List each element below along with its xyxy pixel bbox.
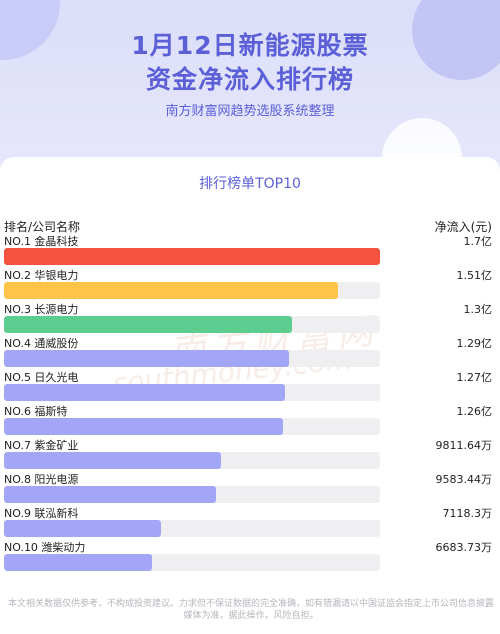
bar-value-label: 9583.44万: [435, 473, 493, 486]
bar-label: NO.7 紫金矿业: [4, 439, 79, 452]
bar-label: NO.10 潍柴动力: [4, 541, 86, 554]
chart-row: NO.3 长源电力 1.3亿: [0, 301, 500, 335]
page-title-line1: 1月12日新能源股票: [131, 31, 369, 60]
bar-value-label: 6683.73万: [435, 541, 493, 554]
bar-track: [4, 520, 380, 537]
bar-value-label: 1.27亿: [456, 371, 493, 384]
bar-label: NO.9 联泓新科: [4, 507, 79, 520]
bar: [4, 452, 221, 469]
bar-label: NO.4 通威股份: [4, 337, 79, 350]
chart-row: NO.7 紫金矿业 9811.64万: [0, 437, 500, 471]
bar-value-label: 1.29亿: [456, 337, 493, 350]
bar: [4, 418, 283, 435]
column-header-value: 净流入(元): [434, 220, 492, 234]
bar-track: [4, 248, 380, 265]
chart-row: NO.5 日久光电 1.27亿: [0, 369, 500, 403]
column-header-name: 排名/公司名称: [4, 220, 81, 234]
bar-track: [4, 350, 380, 367]
bar-track: [4, 316, 380, 333]
bar-label: NO.8 阳光电源: [4, 473, 79, 486]
bar: [4, 282, 338, 299]
bar-label: NO.2 华银电力: [4, 269, 79, 282]
chart-row: NO.9 联泓新科 7118.3万: [0, 505, 500, 539]
chart-row: NO.6 福斯特 1.26亿: [0, 403, 500, 437]
bar: [4, 520, 161, 537]
bar-track: [4, 452, 380, 469]
bar-label: NO.5 日久光电: [4, 371, 79, 384]
bar: [4, 384, 285, 401]
chart-row: NO.1 金晶科技 1.7亿: [0, 233, 500, 267]
bar-label: NO.1 金晶科技: [4, 235, 79, 248]
chart-row: NO.4 通威股份 1.29亿: [0, 335, 500, 369]
page-title-line2: 资金净流入排行榜: [145, 65, 354, 94]
section-title: 排行榜单TOP10: [199, 176, 301, 192]
bar-track: [4, 486, 380, 503]
chart-row: NO.2 华银电力 1.51亿: [0, 267, 500, 301]
bar-value-label: 1.7亿: [463, 235, 493, 248]
bar-value-label: 1.26亿: [456, 405, 493, 418]
page-subtitle: 南方财富网趋势选股系统整理: [165, 104, 335, 119]
bar-track: [4, 418, 380, 435]
bar-label: NO.3 长源电力: [4, 303, 79, 316]
header-banner: 1月12日新能源股票 资金净流入排行榜 南方财富网趋势选股系统整理: [0, 0, 500, 170]
bar-value-label: 7118.3万: [442, 507, 493, 520]
bar-label: NO.6 福斯特: [4, 405, 68, 418]
bar: [4, 248, 380, 265]
chart-row: NO.10 潍柴动力 6683.73万: [0, 539, 500, 573]
bar-value-label: 9811.64万: [435, 439, 493, 452]
disclaimer-footer: 本文相关数据仅供参考，不构成投资建议。力求但不保证数据的完全准确，如有错漏请以中…: [7, 599, 494, 621]
bar: [4, 316, 292, 333]
bar: [4, 486, 216, 503]
bar: [4, 554, 152, 571]
bar-track: [4, 554, 380, 571]
bar-value-label: 1.3亿: [463, 303, 493, 316]
chart-row: NO.8 阳光电源 9583.44万: [0, 471, 500, 505]
bar-value-label: 1.51亿: [456, 269, 493, 282]
bar: [4, 350, 289, 367]
bar-track: [4, 282, 380, 299]
bar-track: [4, 384, 380, 401]
